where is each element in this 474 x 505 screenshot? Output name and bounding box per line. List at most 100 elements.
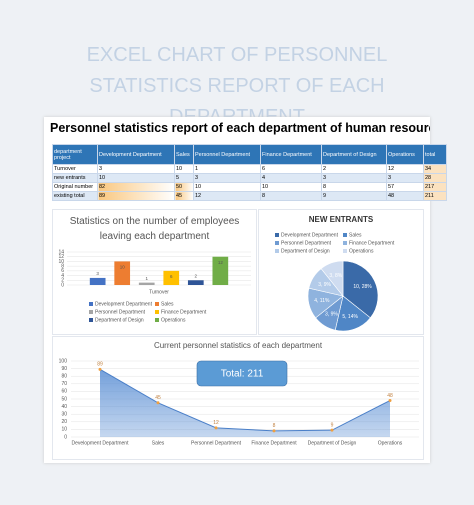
legend-swatch [343, 249, 347, 253]
table-cell: 6 [260, 164, 322, 174]
data-table: department project Development Department… [52, 144, 447, 201]
table-cell: 211 [423, 191, 447, 201]
bar [163, 270, 180, 285]
legend-label: Personnel Department [95, 309, 146, 315]
legend-swatch [89, 302, 93, 306]
data-label: 3, 9% [325, 312, 338, 318]
legend-label: Department of Design [95, 317, 144, 323]
table-cell: Department of Design [321, 144, 387, 165]
table-cell: 10 [260, 182, 322, 192]
line [99, 368, 391, 432]
point [272, 429, 276, 433]
y-tick-label: 0 [61, 282, 64, 288]
table-cell: Operations [386, 144, 424, 165]
table-cell: Turnover [52, 164, 98, 174]
table-cell: 12 [386, 164, 424, 174]
y-tick-label: 0 [64, 434, 67, 440]
legend-label: Personnel Department [281, 240, 332, 246]
table-cell: 10 [174, 164, 194, 174]
table-cell: Sales [174, 144, 194, 165]
table-row: Original number 82 50 10 10 8 57 217 [52, 182, 447, 192]
y-tick-label: 20 [61, 419, 67, 425]
chart: 10, 28% 5, 14% 3, 9% 4, 11% 3, 9% 3, 8% Develo… [275, 232, 395, 332]
table-cell: existing total [52, 191, 98, 201]
table-cell: 1 [193, 164, 261, 174]
legend-swatch [343, 241, 347, 245]
table-cell: new entrants [52, 173, 98, 183]
point [330, 428, 334, 432]
legend-swatch [275, 249, 279, 253]
legend-swatch [155, 302, 159, 306]
table-cell: 8 [260, 191, 322, 201]
table-cell: 34 [423, 164, 447, 174]
y-tick-label: 80 [61, 374, 67, 380]
data-label: 10, 28% [353, 284, 372, 290]
data-label: 89 [97, 362, 103, 368]
table-cell: 48 [386, 191, 424, 201]
data-label: 10 [120, 265, 126, 270]
data-label: 45 [155, 395, 161, 401]
table-cell: 89 [97, 191, 175, 201]
table-cell: 3 [97, 164, 175, 174]
table-row: department project Development Department… [52, 144, 447, 165]
bar [89, 277, 106, 285]
y-tick-label: 12 [58, 254, 64, 260]
y-tick-label: 4 [61, 273, 64, 279]
data-label: 9 [331, 422, 334, 428]
table-row: Turnover 3 10 1 6 2 12 34 [52, 164, 447, 174]
legend-swatch [275, 241, 279, 245]
y-tick-label: 6 [61, 268, 64, 274]
point [98, 367, 102, 371]
legend-label: Operations [161, 317, 186, 323]
table-cell: 8 [321, 182, 387, 192]
point [214, 426, 218, 430]
table-cell: 5 [174, 173, 194, 183]
annotation: Total: 211 [221, 369, 264, 380]
area [100, 369, 390, 437]
legend-label: Development Department [95, 301, 153, 307]
data-label: 1 [145, 276, 148, 281]
legend-swatch [343, 233, 347, 237]
table-cell: 3 [193, 173, 261, 183]
legend-label: Operations [349, 248, 374, 254]
y-tick-label: 10 [61, 427, 67, 433]
table-cell: 45 [174, 191, 194, 201]
y-tick-label: 90 [61, 366, 67, 372]
data-label: 12 [213, 420, 219, 426]
table-cell: 4 [260, 173, 322, 183]
legend-swatch [155, 310, 159, 314]
pie-slice [320, 260, 344, 297]
data-label: 2 [195, 273, 198, 278]
x-tick-label: Department of Design [308, 440, 357, 446]
table-cell: department project [52, 144, 98, 165]
y-tick-label: 10 [58, 259, 64, 265]
y-tick-label: 8 [61, 263, 64, 269]
data-label: 6 [170, 274, 173, 279]
y-tick-label: 30 [61, 412, 67, 418]
legend-swatch [275, 233, 279, 237]
y-tick-label: 50 [61, 396, 67, 402]
data-label: 3, 9% [318, 282, 331, 288]
table-row: new entrants 10 5 3 4 3 3 28 [52, 173, 447, 183]
table-cell: 57 [386, 182, 424, 192]
table-cell: total [423, 144, 447, 165]
bar [212, 256, 229, 285]
annotation-box [196, 360, 288, 387]
data-label: 12 [218, 260, 224, 265]
table-cell: Finance Department [260, 144, 322, 165]
table-cell: 3 [321, 173, 387, 183]
table-cell: Original number [52, 182, 98, 192]
area-panel: Current personnel statistics of each dep… [52, 336, 424, 460]
bar [187, 280, 204, 285]
legend-label: Development Department [281, 232, 339, 238]
table-cell: Personnel Department [193, 144, 261, 165]
bar-panel: Statistics on the number of employees le… [52, 209, 257, 335]
data-label: 3, 8% [329, 273, 342, 279]
legend-label: Finance Department [349, 240, 395, 246]
table-cell: 2 [321, 164, 387, 174]
pie-slice [342, 260, 379, 319]
x-tick-label: Personnel Department [191, 440, 242, 446]
